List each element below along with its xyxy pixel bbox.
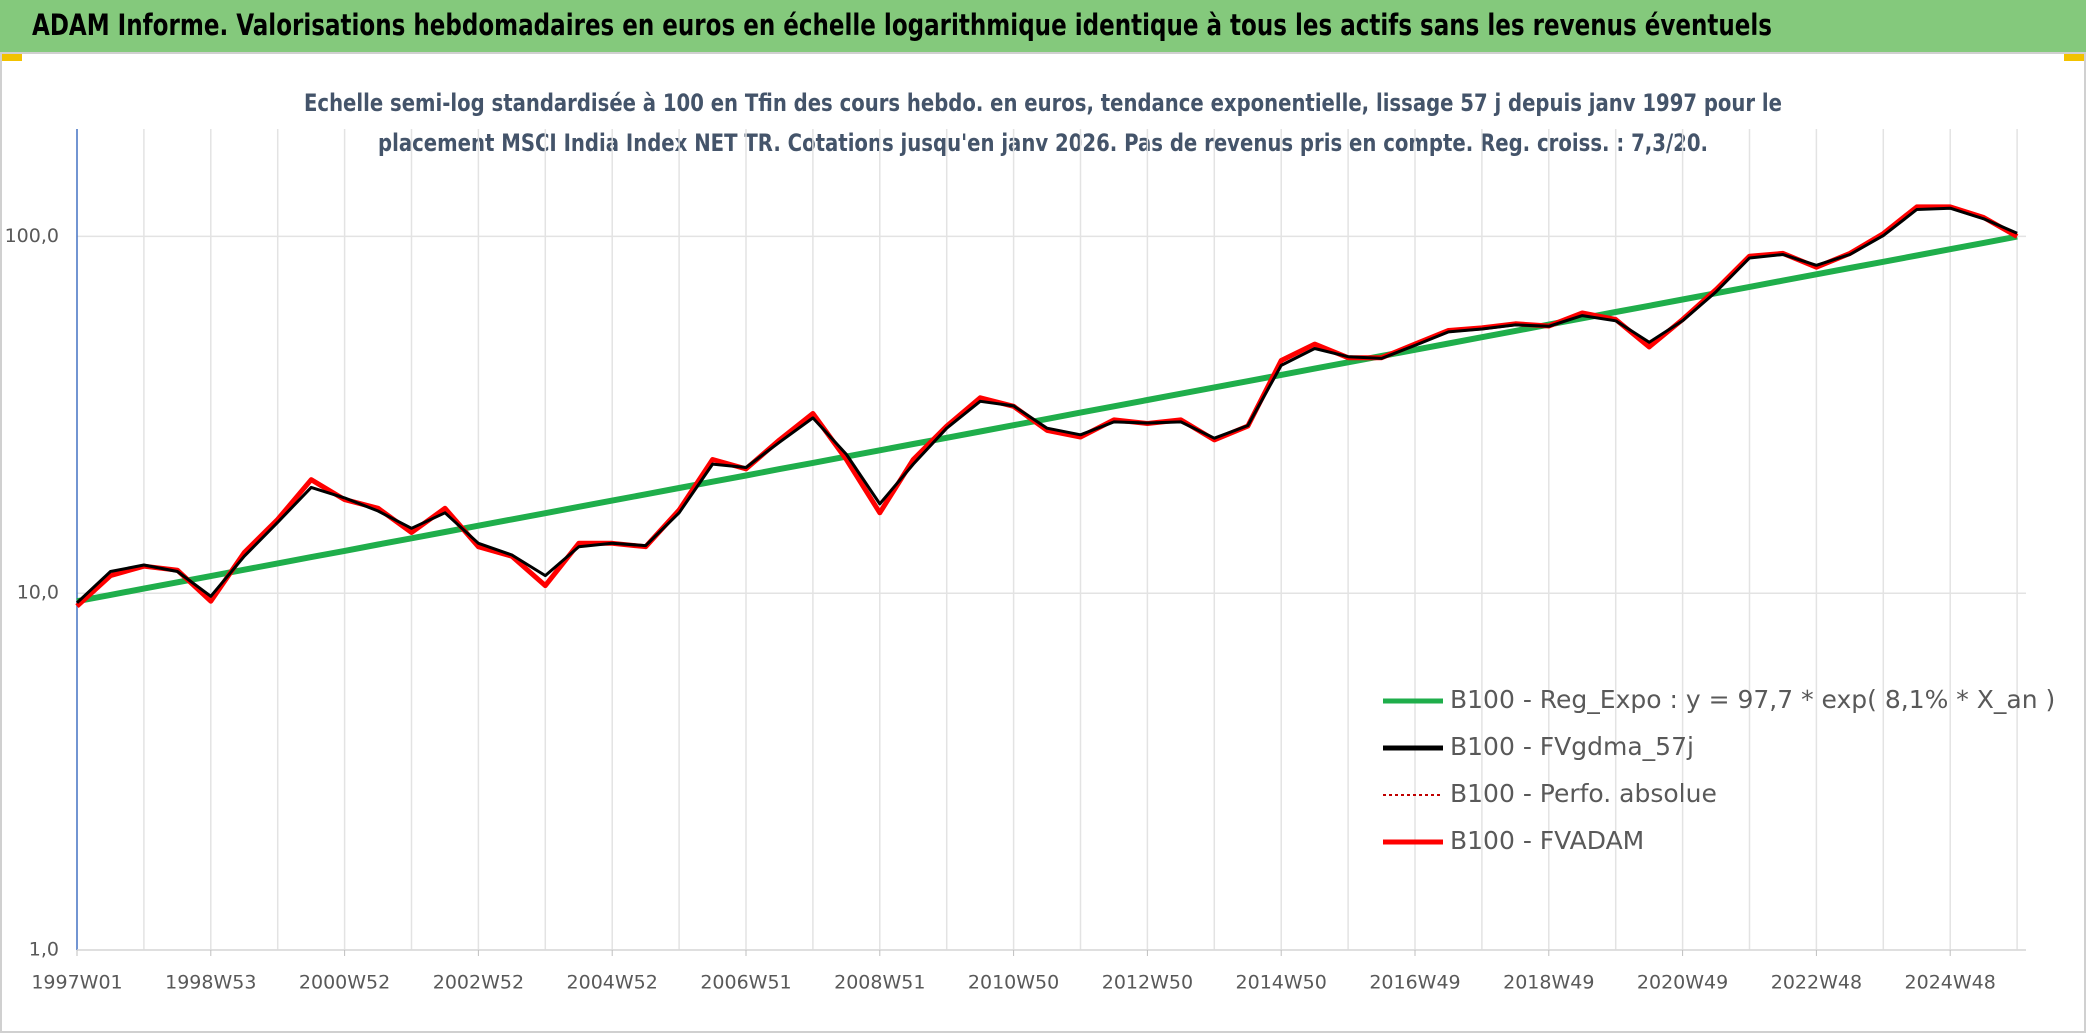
legend-label: B100 - Reg_Expo : y = 97,7 * exp( 8,1% *… [1450, 685, 2055, 714]
y-tick-label: 10,0 [17, 582, 59, 604]
series-line [76, 233, 2018, 605]
corner-tab [2064, 53, 2086, 61]
header-bar [0, 0, 2086, 53]
x-tick-label: 2016W49 [1369, 972, 1460, 994]
x-tick-label: 2022W48 [1771, 972, 1862, 994]
x-tick-label: 2014W50 [1236, 972, 1327, 994]
x-tick-label: 2000W52 [299, 972, 390, 994]
x-tick-label: 1997W01 [31, 972, 122, 994]
series-line [75, 206, 2018, 604]
chart-subtitle: Echelle semi-log standardisée à 100 en T… [304, 89, 1782, 117]
x-tick-label: 2020W49 [1637, 972, 1728, 994]
corner-tab [0, 53, 22, 61]
x-tick-label: 2008W51 [834, 972, 925, 994]
chart-border [0, 52, 2086, 1033]
x-tick-label: 2012W50 [1102, 972, 1193, 994]
page-title: ADAM Informe. Valorisations hebdomadaire… [32, 8, 1772, 42]
x-tick-label: 2006W51 [700, 972, 791, 994]
y-tick-label: 100,0 [5, 225, 59, 247]
legend-label: B100 - Perfo. absolue [1450, 779, 1717, 808]
x-tick-label: 1998W53 [165, 972, 256, 994]
legend-label: B100 - FVgdma_57j [1450, 732, 1694, 761]
x-tick-label: 2018W49 [1503, 972, 1594, 994]
x-tick-label: 2024W48 [1905, 972, 1996, 994]
legend-label: B100 - FVADAM [1450, 826, 1644, 855]
x-tick-label: 2010W50 [968, 972, 1059, 994]
x-tick-label: 2002W52 [433, 972, 524, 994]
chart-subtitle: placement MSCI India Index NET TR. Cotat… [378, 129, 1708, 157]
x-tick-label: 2004W52 [567, 972, 658, 994]
y-tick-label: 1,0 [29, 939, 59, 961]
